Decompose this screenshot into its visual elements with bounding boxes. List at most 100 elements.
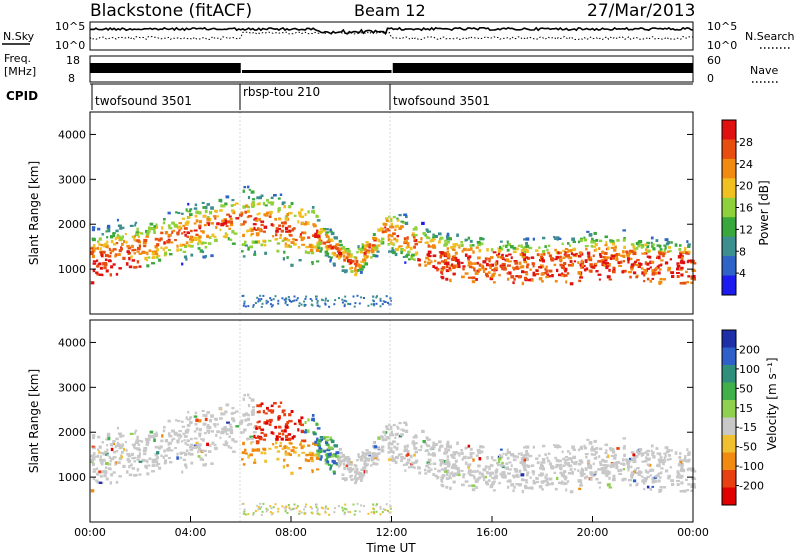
power-cell: [277, 210, 280, 213]
velocity-cell: [213, 443, 217, 446]
nave-tick-0: 0: [707, 72, 714, 85]
velocity-cell: [297, 428, 300, 432]
power-cell: [298, 302, 301, 305]
power-colorbar-tick-label: 8: [739, 245, 746, 258]
power-cell: [106, 240, 109, 244]
power-cell: [104, 242, 108, 246]
velocity-cell: [115, 450, 119, 453]
power-cell: [293, 214, 297, 217]
power-cell: [375, 302, 378, 305]
power-cell: [359, 268, 364, 271]
velocity-cell: [473, 475, 476, 479]
velocity-cell: [293, 507, 296, 510]
power-cell: [269, 210, 273, 214]
power-cell: [429, 245, 433, 248]
velocity-cell: [578, 459, 583, 463]
power-cell: [396, 238, 399, 242]
velocity-cell: [542, 458, 546, 461]
velocity-cell: [557, 445, 562, 448]
power-cell: [163, 241, 166, 245]
power-cell: [377, 244, 381, 247]
velocity-cell: [193, 437, 198, 440]
power-cell: [166, 240, 170, 244]
power-cell: [316, 260, 320, 263]
power-cell: [379, 305, 382, 308]
velocity-cell: [244, 448, 247, 452]
power-cell: [658, 268, 662, 271]
power-cell: [430, 260, 433, 263]
velocity-cell: [272, 443, 275, 446]
power-cell: [348, 254, 353, 258]
velocity-cell: [467, 472, 471, 475]
velocity-cell: [116, 443, 120, 446]
power-cell: [313, 245, 318, 249]
power-cell: [316, 301, 319, 304]
velocity-cell: [360, 468, 364, 471]
velocity-cell: [262, 502, 265, 505]
velocity-cell: [525, 452, 530, 456]
velocity-cell: [376, 458, 380, 461]
power-cell: [448, 267, 451, 270]
power-cell: [370, 303, 373, 306]
power-cell: [296, 297, 299, 300]
velocity-cell: [287, 452, 290, 456]
velocity-cell: [658, 464, 661, 468]
power-cell: [685, 251, 689, 255]
velocity-cell: [153, 433, 156, 436]
power-cell: [238, 214, 243, 218]
power-cell: [452, 265, 456, 269]
velocity-cell: [476, 448, 481, 452]
power-cell: [244, 240, 247, 244]
power-cell: [325, 235, 330, 238]
velocity-cell: [229, 425, 233, 429]
velocity-cell: [424, 449, 429, 452]
power-cell: [461, 275, 465, 279]
power-cell: [371, 244, 376, 247]
velocity-cell: [176, 440, 180, 444]
power-cell: [603, 259, 608, 262]
power-cell: [244, 244, 248, 247]
power-cell: [333, 303, 336, 306]
velocity-cell: [206, 425, 210, 429]
power-cell: [547, 274, 551, 278]
power-cell: [261, 302, 264, 305]
power-cell: [389, 299, 392, 302]
velocity-cell: [104, 466, 108, 469]
velocity-cell: [447, 449, 451, 452]
velocity-cell: [444, 470, 448, 473]
power-cell: [253, 250, 256, 254]
velocity-cell: [485, 480, 489, 484]
power-cell: [364, 262, 368, 266]
velocity-cell: [228, 423, 232, 426]
velocity-cell: [586, 438, 590, 441]
velocity-cell: [413, 447, 418, 450]
noise-left-tick-high: 10^5: [55, 20, 85, 33]
power-cell: [652, 247, 656, 251]
power-cell: [594, 262, 598, 266]
power-cell: [183, 256, 187, 259]
power-cell: [445, 269, 450, 273]
power-cell: [447, 253, 451, 257]
velocity-cell: [406, 450, 410, 454]
velocity-cell: [315, 503, 318, 506]
velocity-cell: [610, 454, 615, 457]
velocity-cell: [269, 505, 272, 508]
power-cell: [451, 257, 456, 262]
velocity-cell: [398, 453, 403, 456]
power-cell: [357, 264, 361, 267]
power-cell: [567, 253, 570, 257]
velocity-cell: [375, 504, 378, 507]
power-colorbar-tick-label: 28: [739, 136, 753, 149]
velocity-cell: [333, 511, 336, 514]
velocity-cell: [247, 456, 250, 459]
power-cell: [501, 262, 506, 265]
power-cell: [520, 249, 524, 253]
power-cell: [260, 298, 263, 300]
velocity-cell: [263, 421, 266, 425]
power-cell: [184, 223, 189, 226]
power-cell: [542, 250, 546, 253]
velocity-cell: [110, 457, 115, 461]
velocity-cell: [230, 428, 233, 432]
power-cell: [411, 234, 415, 237]
velocity-cell: [266, 508, 269, 511]
